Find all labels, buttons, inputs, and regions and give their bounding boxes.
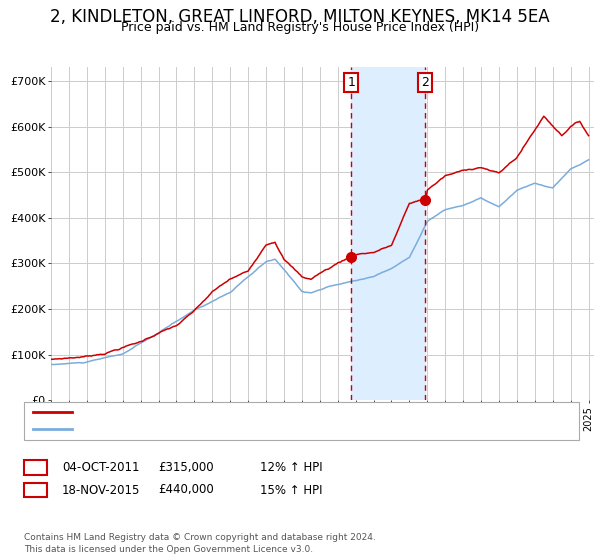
- Text: 1: 1: [347, 76, 355, 88]
- Text: 18-NOV-2015: 18-NOV-2015: [62, 483, 140, 497]
- Text: 12% ↑ HPI: 12% ↑ HPI: [260, 461, 322, 474]
- Text: Contains HM Land Registry data © Crown copyright and database right 2024.
This d: Contains HM Land Registry data © Crown c…: [24, 533, 376, 554]
- Text: 2: 2: [31, 483, 40, 497]
- Text: 2, KINDLETON, GREAT LINFORD, MILTON KEYNES, MK14 5EA (detached house): 2, KINDLETON, GREAT LINFORD, MILTON KEYN…: [78, 407, 484, 417]
- Text: 1: 1: [31, 461, 40, 474]
- Text: Price paid vs. HM Land Registry's House Price Index (HPI): Price paid vs. HM Land Registry's House …: [121, 21, 479, 34]
- Text: 15% ↑ HPI: 15% ↑ HPI: [260, 483, 322, 497]
- Text: 2: 2: [421, 76, 429, 88]
- Bar: [351, 67, 425, 400]
- Text: £440,000: £440,000: [158, 483, 214, 497]
- Text: HPI: Average price, detached house, Milton Keynes: HPI: Average price, detached house, Milt…: [78, 424, 343, 434]
- Text: £315,000: £315,000: [158, 461, 214, 474]
- Text: 04-OCT-2011: 04-OCT-2011: [62, 461, 139, 474]
- Text: 2, KINDLETON, GREAT LINFORD, MILTON KEYNES, MK14 5EA: 2, KINDLETON, GREAT LINFORD, MILTON KEYN…: [50, 8, 550, 26]
